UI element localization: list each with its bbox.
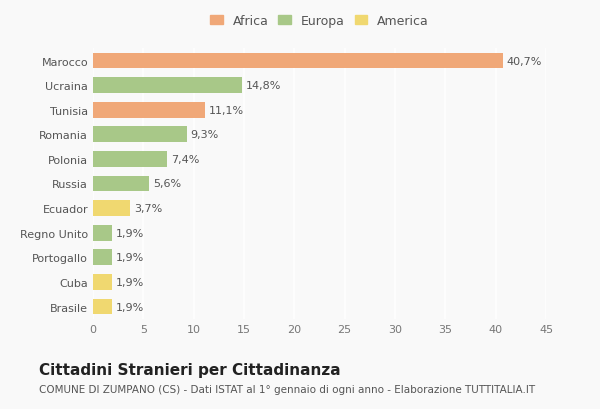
Bar <box>93 78 242 94</box>
Text: 1,9%: 1,9% <box>116 253 145 263</box>
Text: 1,9%: 1,9% <box>116 277 145 287</box>
Text: 1,9%: 1,9% <box>116 228 145 238</box>
Bar <box>93 53 503 69</box>
Bar <box>93 299 112 315</box>
Text: 3,7%: 3,7% <box>134 204 163 213</box>
Text: 5,6%: 5,6% <box>154 179 182 189</box>
Text: 40,7%: 40,7% <box>507 56 542 66</box>
Bar <box>93 200 130 217</box>
Text: COMUNE DI ZUMPANO (CS) - Dati ISTAT al 1° gennaio di ogni anno - Elaborazione TU: COMUNE DI ZUMPANO (CS) - Dati ISTAT al 1… <box>39 384 535 394</box>
Bar <box>93 176 149 192</box>
Bar <box>93 274 112 290</box>
Text: 1,9%: 1,9% <box>116 302 145 312</box>
Bar <box>93 102 205 119</box>
Text: 14,8%: 14,8% <box>246 81 281 91</box>
Bar <box>93 249 112 266</box>
Bar <box>93 151 167 168</box>
Text: Cittadini Stranieri per Cittadinanza: Cittadini Stranieri per Cittadinanza <box>39 362 341 377</box>
Text: 11,1%: 11,1% <box>209 106 244 115</box>
Legend: Africa, Europa, America: Africa, Europa, America <box>208 12 431 30</box>
Text: 9,3%: 9,3% <box>191 130 219 140</box>
Bar <box>93 225 112 241</box>
Text: 7,4%: 7,4% <box>172 155 200 164</box>
Bar <box>93 127 187 143</box>
